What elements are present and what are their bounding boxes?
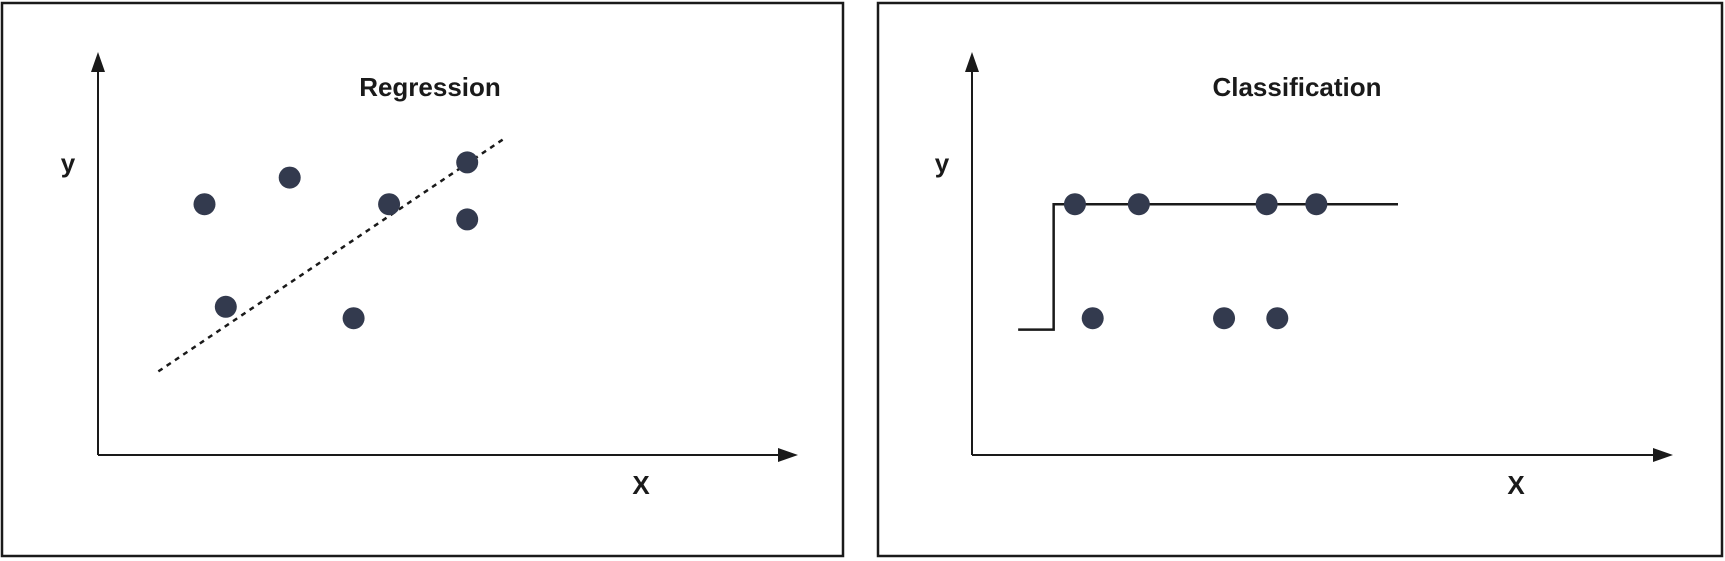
classification-data-point [1255, 193, 1278, 216]
classification-data-point [1305, 193, 1328, 216]
classification-points [1063, 193, 1328, 330]
classification-data-point [1213, 307, 1236, 330]
regression-panel: Regression y X [0, 1, 845, 558]
classification-data-point [1081, 307, 1104, 330]
classification-x-label: X [1507, 470, 1525, 500]
regression-data-point [214, 295, 237, 318]
regression-data-point [342, 307, 365, 330]
classification-panel-frame [876, 1, 1724, 558]
classification-data-point [1127, 193, 1150, 216]
regression-y-axis-arrow-icon [91, 52, 105, 72]
classification-step-line [1018, 202, 1398, 331]
classification-y-label: y [935, 148, 950, 178]
classification-x-axis-arrow-icon [1653, 448, 1673, 462]
regression-x-label: X [632, 470, 650, 500]
classification-y-axis-arrow-icon [965, 52, 979, 72]
regression-data-point [456, 151, 479, 174]
regression-title: Regression [359, 72, 501, 102]
regression-data-point [378, 193, 401, 216]
regression-data-point [193, 193, 216, 216]
classification-data-point [1266, 307, 1289, 330]
regression-points [193, 151, 479, 330]
regression-data-point [456, 208, 479, 231]
regression-data-point [278, 166, 301, 189]
classification-panel: Classification y X [876, 1, 1724, 558]
regression-y-label: y [61, 148, 76, 178]
classification-data-point [1063, 193, 1086, 216]
regression-panel-frame [0, 1, 845, 558]
classification-title: Classification [1212, 72, 1381, 102]
regression-x-axis-arrow-icon [778, 448, 798, 462]
